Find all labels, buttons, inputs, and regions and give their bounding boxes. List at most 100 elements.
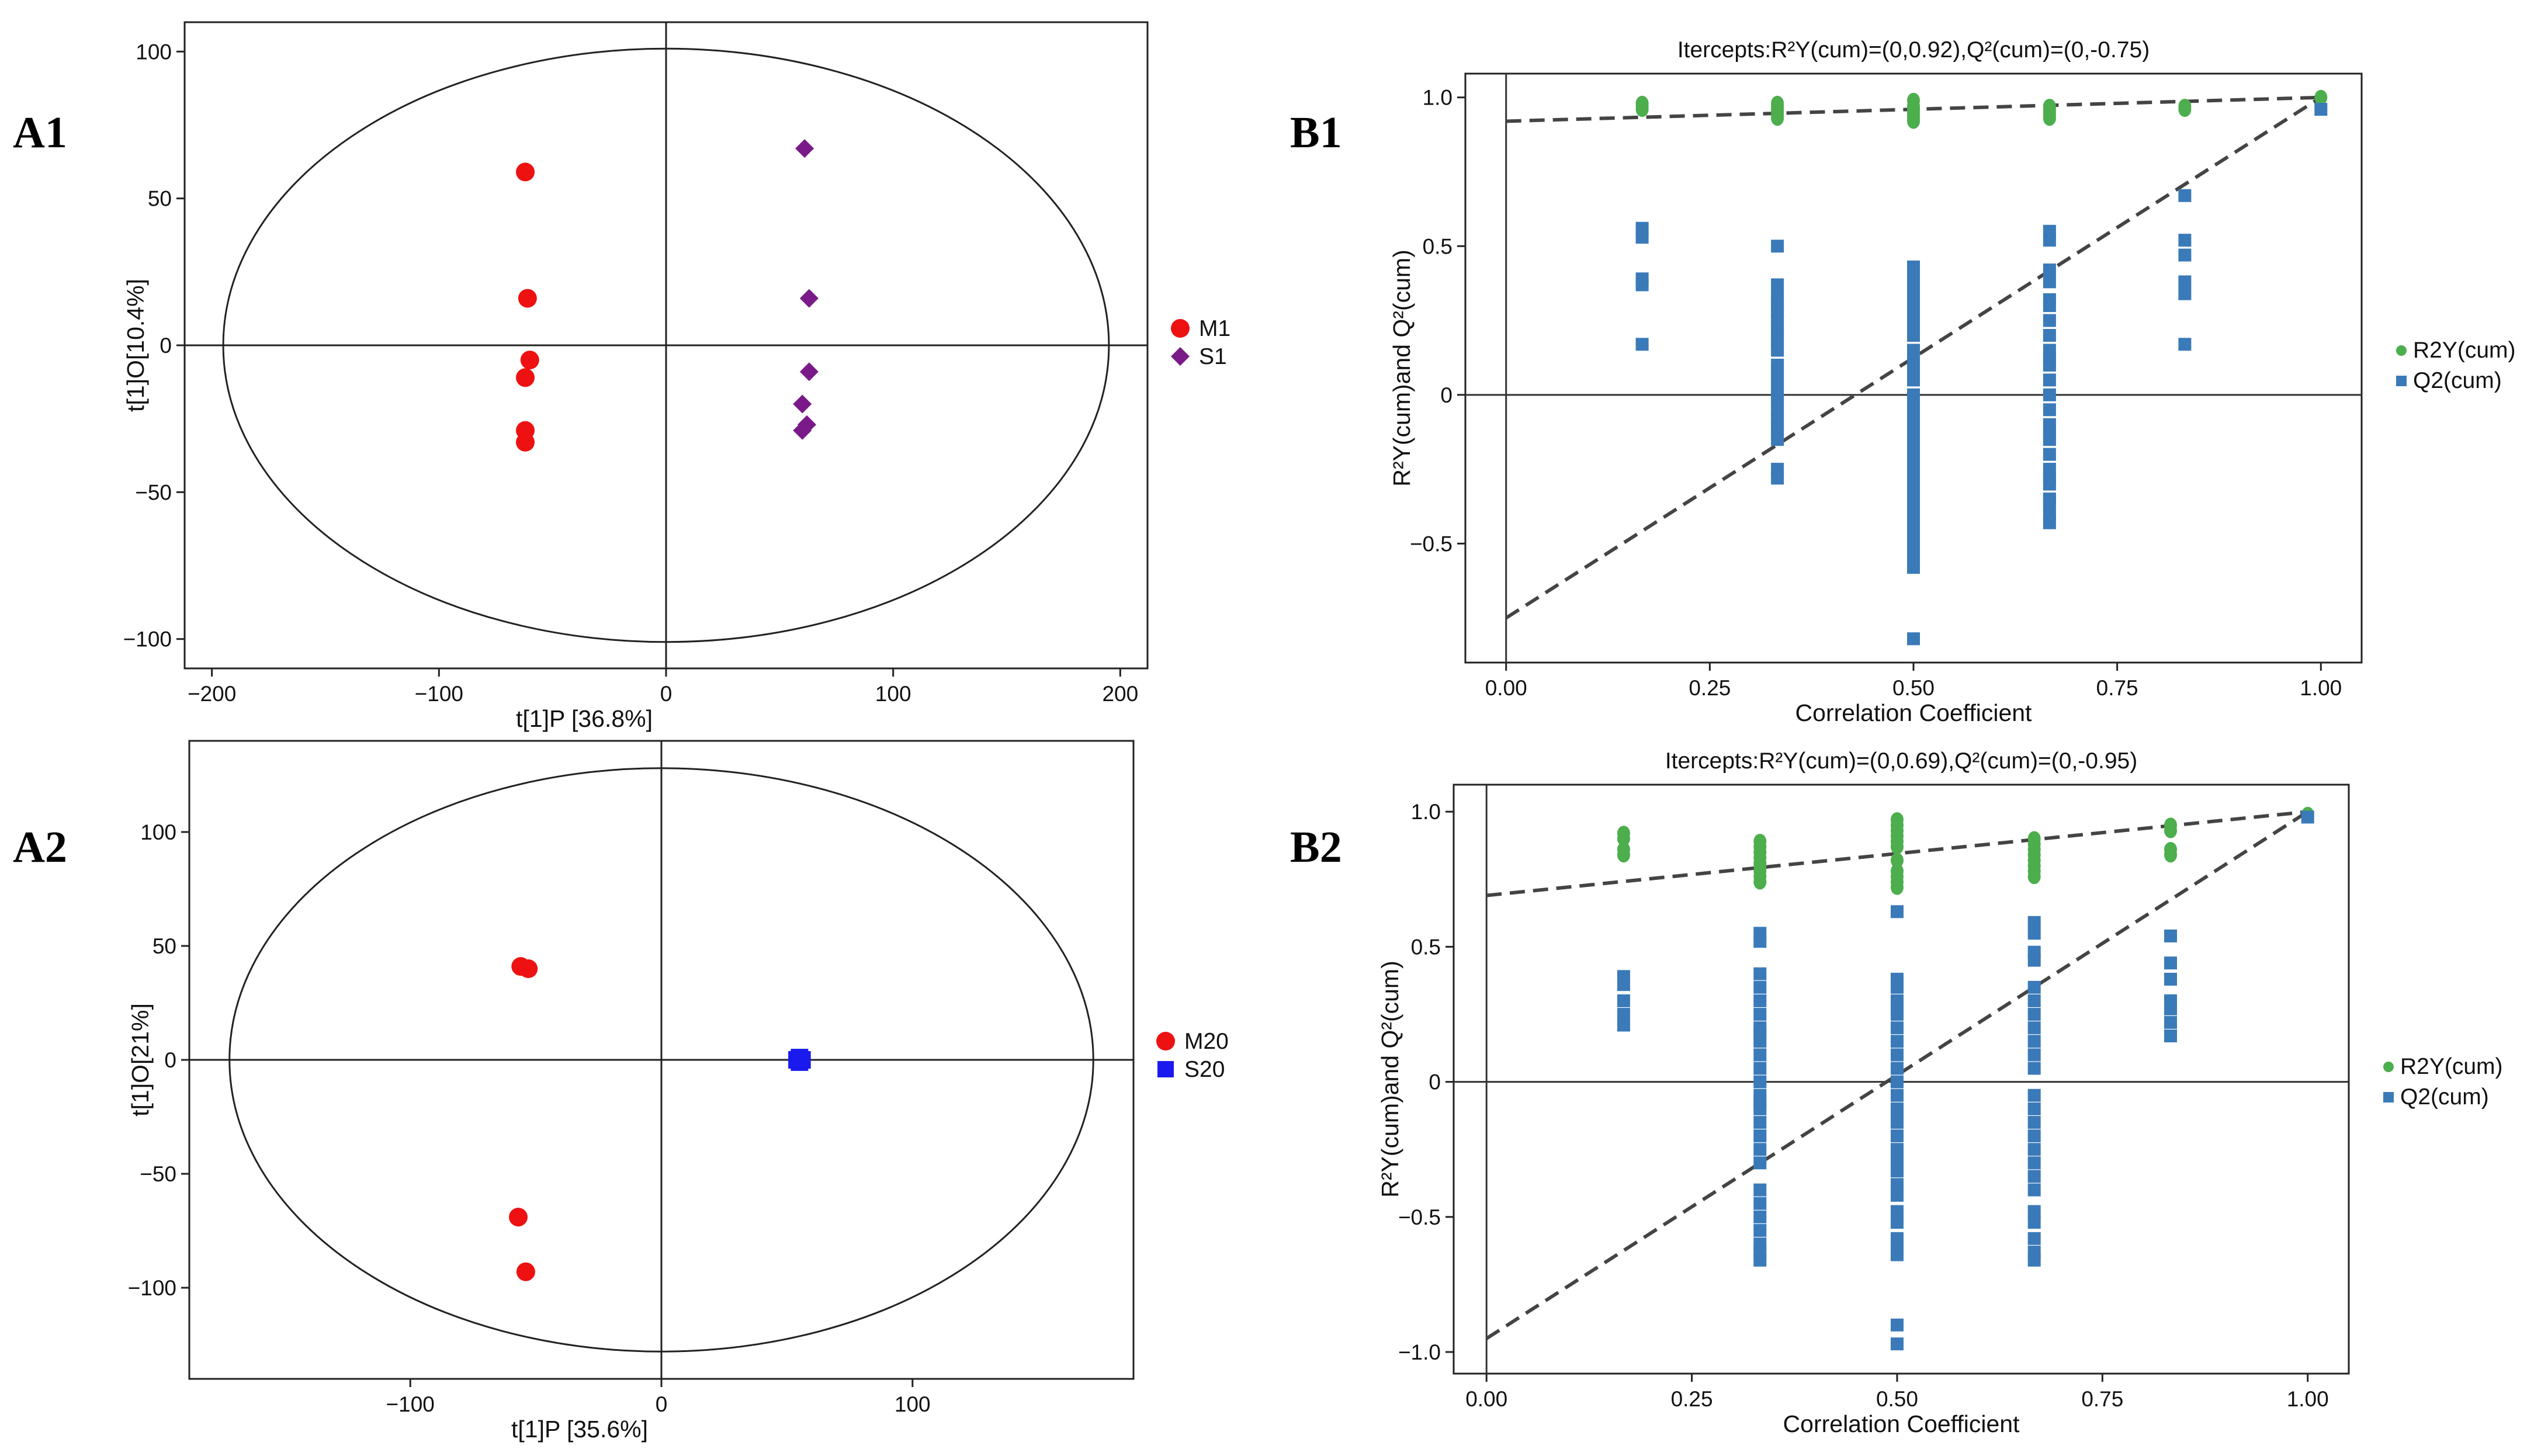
b1-point-q2-cum- bbox=[1635, 278, 1649, 292]
b1-point-r2y-cum- bbox=[1907, 92, 1920, 108]
b2-point-q2-cum- bbox=[2027, 980, 2041, 994]
b1-x-tick-label: 0.25 bbox=[1689, 676, 1731, 700]
a1-x-axis-label: t[1]P [36.8%] bbox=[516, 705, 653, 732]
b2-point-q2-cum- bbox=[1890, 1178, 1904, 1191]
panel-label-a1: A1 bbox=[13, 108, 67, 157]
b2-y-tick-label: 0 bbox=[1429, 1070, 1441, 1094]
a2-x-tick-label: 0 bbox=[656, 1392, 668, 1416]
b1-point-q2-cum- bbox=[1907, 308, 1920, 321]
b1-point-q2-cum- bbox=[1771, 365, 1784, 378]
b2-point-q2-cum- bbox=[2027, 1129, 2041, 1143]
b2-point-q2-cum- bbox=[2164, 972, 2178, 986]
b2-point-r2y-cum- bbox=[1753, 874, 1767, 890]
b1-point-r2y-cum- bbox=[1771, 95, 1784, 111]
b2-point-q2-cum- bbox=[1890, 1337, 1904, 1351]
a1-x-tick-label: −100 bbox=[415, 682, 463, 706]
b2-point-q2-cum- bbox=[2027, 1088, 2041, 1102]
a2-legend-label-s20: S20 bbox=[1184, 1057, 1225, 1082]
b1-chart-title: Itercepts:R²Y(cum)=(0,0.92),Q²(cum)=(0,-… bbox=[1677, 37, 2150, 63]
b1-point-q2-cum- bbox=[2043, 352, 2056, 366]
a2-y-tick-label: 0 bbox=[164, 1048, 176, 1072]
b2-point-q2-cum- bbox=[2027, 1062, 2041, 1075]
b1-point-q2-cum- bbox=[2043, 448, 2056, 461]
b2-y-tick-label: −0.5 bbox=[1398, 1205, 1441, 1229]
b2-legend-marker-r2y-cum- bbox=[2383, 1062, 2394, 1072]
b2-point-q2-cum- bbox=[2164, 1029, 2178, 1043]
b2-x-tick-label: 1.00 bbox=[2287, 1387, 2329, 1411]
b2-point-q2-cum- bbox=[2027, 954, 2041, 967]
b2-point-q2-cum- bbox=[1753, 1008, 1767, 1021]
b1-point-q2-cum- bbox=[2043, 373, 2056, 387]
b2-chart-title: Itercepts:R²Y(cum)=(0,0.69),Q²(cum)=(0,-… bbox=[1665, 748, 2137, 774]
b2-point-q2-cum- bbox=[1890, 1088, 1904, 1102]
b2-point-r2y-cum- bbox=[1890, 852, 1904, 868]
b2-point-q2-cum- bbox=[2027, 1048, 2041, 1062]
b1-point-q2-cum- bbox=[1907, 472, 1920, 485]
b2-point-q2-cum- bbox=[2027, 1253, 2041, 1267]
b2-point-q2-cum- bbox=[1890, 1145, 1904, 1159]
b1-point-q2-cum- bbox=[1635, 231, 1649, 244]
b2-x-tick-label: 0.50 bbox=[1876, 1387, 1918, 1411]
a1-x-tick-label: −200 bbox=[188, 682, 236, 706]
a1-x-tick-label: 200 bbox=[1102, 682, 1138, 706]
a2-legend-marker-m20 bbox=[1156, 1032, 1175, 1051]
a1-point-m1 bbox=[516, 162, 535, 182]
a2-x-tick-label: 100 bbox=[895, 1392, 931, 1416]
a2-point-m20 bbox=[516, 1262, 535, 1281]
b1-point-q2-cum- bbox=[1907, 368, 1920, 381]
b2-point-q2-cum- bbox=[1753, 1075, 1767, 1088]
b1-point-q2-cum- bbox=[1635, 338, 1649, 351]
b1-point-q2-cum- bbox=[1771, 379, 1784, 393]
a2-y-tick-label: −50 bbox=[140, 1162, 176, 1186]
b2-point-q2-cum- bbox=[2027, 1021, 2041, 1035]
b2-point-q2-cum- bbox=[1890, 1205, 1904, 1218]
a1-confidence-ellipse bbox=[222, 47, 1110, 643]
a1-legend-marker-s1 bbox=[1171, 347, 1190, 366]
b1-point-q2-cum- bbox=[1907, 632, 1920, 646]
b2-plot-frame bbox=[1453, 784, 2350, 1375]
b1-point-q2-cum- bbox=[1907, 394, 1920, 407]
b2-x-tick-label: 0.75 bbox=[2081, 1387, 2123, 1411]
b1-point-r2y-cum- bbox=[2043, 99, 2056, 114]
b2-y-axis-label: R²Y(cum)and Q²(cum) bbox=[1377, 961, 1403, 1197]
a2-legend-marker-s20 bbox=[1157, 1061, 1174, 1077]
b2-point-q2-cum- bbox=[1890, 1021, 1904, 1035]
b2-point-q2-cum- bbox=[1753, 1115, 1767, 1129]
a1-y-tick-label: 100 bbox=[136, 40, 172, 64]
b1-point-q2-cum- bbox=[1907, 290, 1920, 303]
b1-y-tick-label: 0 bbox=[1440, 383, 1453, 407]
a2-x-tick-label: −100 bbox=[386, 1392, 435, 1416]
b2-point-q2-cum- bbox=[1890, 980, 1904, 994]
b1-legend-marker-r2y-cum- bbox=[2396, 345, 2407, 356]
a1-x-tick-label: 0 bbox=[660, 682, 672, 706]
b2-point-q2-cum- bbox=[1890, 1318, 1904, 1332]
b2-point-q2-cum- bbox=[2027, 994, 2041, 1007]
b1-x-tick-label: 1.00 bbox=[2300, 676, 2342, 700]
b2-point-q2-cum- bbox=[2027, 1115, 2041, 1129]
a1-point-m1 bbox=[516, 432, 535, 452]
b2-x-tick-label: 0.00 bbox=[1465, 1387, 1507, 1411]
b2-legend-label-r2y-cum-: R2Y(cum) bbox=[2400, 1054, 2503, 1079]
b1-point-q2-cum- bbox=[1771, 335, 1784, 348]
b2-point-q2-cum- bbox=[2027, 916, 2041, 929]
b2-point-q2-cum- bbox=[1890, 1232, 1904, 1245]
b1-point-r2y-cum- bbox=[2178, 99, 2192, 114]
b2-point-q2-cum- bbox=[2164, 956, 2178, 970]
b2-point-q2-cum- bbox=[2027, 1170, 2041, 1183]
b2-point-r2y-cum- bbox=[1617, 847, 1630, 863]
b1-point-q2-cum- bbox=[2178, 234, 2192, 247]
b1-point-q2-cum- bbox=[1907, 483, 1920, 497]
b2-point-q2-cum- bbox=[1753, 1129, 1767, 1143]
b1-point-q2-cum- bbox=[2178, 248, 2192, 262]
b2-point-q2-cum- bbox=[1890, 1075, 1904, 1088]
b2-point-q2-cum- bbox=[2164, 1015, 2178, 1029]
b2-point-q2-cum- bbox=[1753, 1197, 1767, 1210]
b2-x-axis-label: Correlation Coefficient bbox=[1783, 1410, 2020, 1437]
b1-point-q2-cum- bbox=[1771, 240, 1784, 253]
b2-point-r2y-cum- bbox=[1890, 839, 1904, 855]
b1-point-q2-cum- bbox=[2043, 516, 2056, 529]
b1-point-q2-cum- bbox=[2043, 388, 2056, 401]
a1-point-s1 bbox=[795, 139, 814, 158]
b2-point-q2-cum- bbox=[1753, 994, 1767, 1007]
